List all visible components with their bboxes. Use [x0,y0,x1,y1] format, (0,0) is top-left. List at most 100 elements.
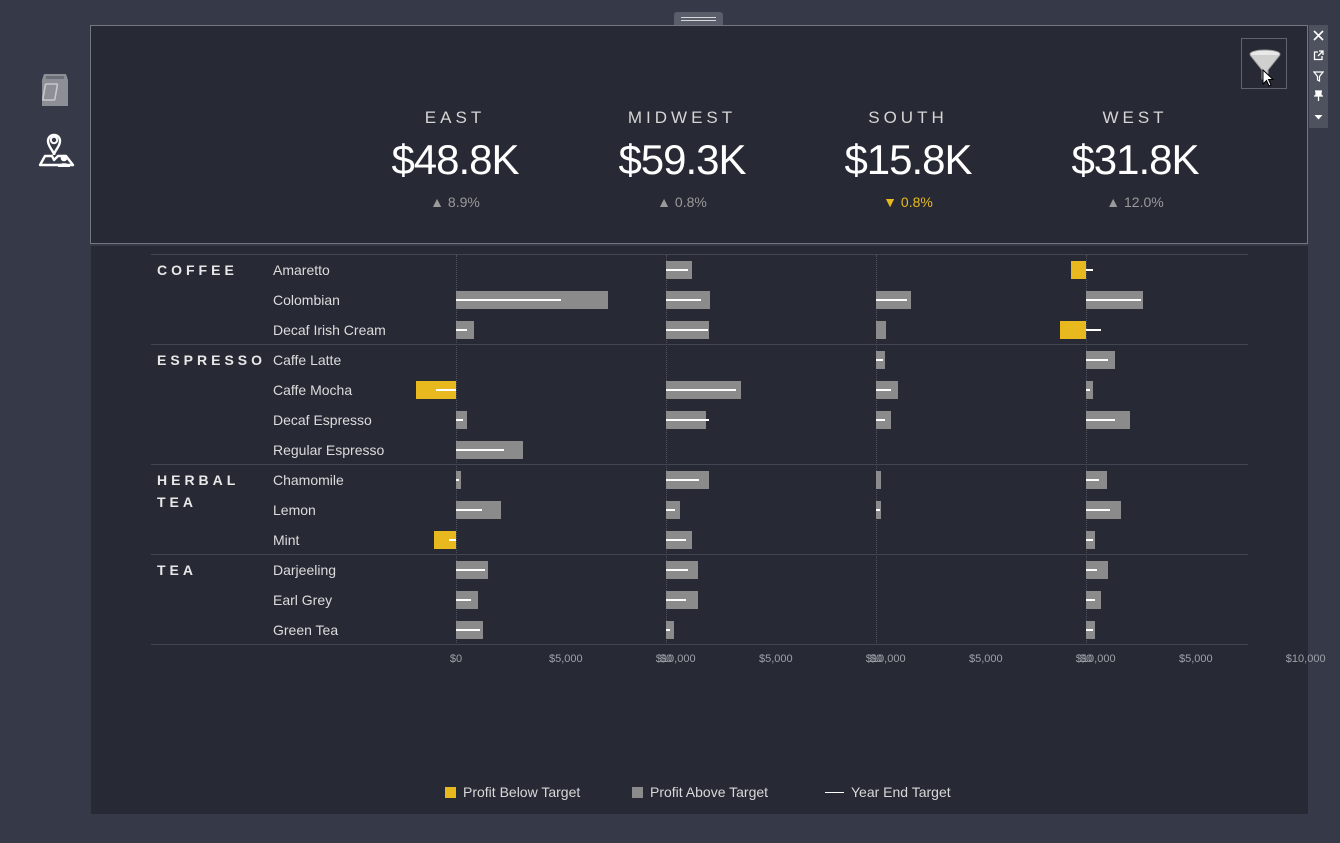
axis-tick-label: $10,000 [1285,653,1326,665]
target-line [449,539,456,541]
kpi-delta: ▲ 8.9% [355,194,555,210]
product-label: Amaretto [273,262,330,278]
target-line [666,569,688,571]
axis-tick-label: $5,000 [549,653,583,665]
target-line [1086,629,1093,631]
target-line [1086,509,1111,511]
zero-axis-line [876,255,877,645]
kpi-region: WEST [1102,108,1168,127]
target-line [456,569,485,571]
legend-item[interactable]: Year End Target [825,783,951,801]
target-line [666,509,675,511]
category-label-line: ESPRESSO [157,352,267,368]
kpi-delta-value: 0.8% [900,194,933,210]
category-label-line: COFFEE [157,262,238,278]
target-line [1086,479,1100,481]
kpi-delta: ▲ 0.8% [582,194,782,210]
target-line [666,329,708,331]
target-line [456,479,460,481]
target-line [876,389,892,391]
target-line [1086,269,1093,271]
profit-bar[interactable] [1070,261,1086,279]
target-line [666,479,699,481]
product-label: Regular Espresso [273,442,385,458]
axis-tick-label: $5,000 [759,653,793,665]
dropdown-icon[interactable] [1309,107,1328,127]
kpi-region: MIDWEST [627,108,737,127]
profit-bar[interactable] [876,321,886,339]
filter-icon[interactable] [1309,66,1328,86]
category-label-line: TEA [157,494,197,510]
legend-item[interactable]: Profit Below Target [445,783,580,801]
target-line [456,629,481,631]
pin-icon[interactable] [1309,86,1328,106]
product-label: Colombian [273,292,340,308]
target-line [876,359,883,361]
target-line [456,509,483,511]
product-label: Lemon [273,502,316,518]
target-line [1086,419,1115,421]
target-line [1086,539,1093,541]
triangle-up-icon: ▲ [430,194,445,210]
dashboard-panel [91,246,1308,814]
category-label: TEA [157,559,197,581]
legend-label: Year End Target [851,784,951,800]
category-separator [151,254,1248,255]
profit-bar[interactable] [876,471,882,489]
category-label: HERBAL TEA [157,469,239,513]
legend-color-swatch [445,786,456,798]
product-label: Caffe Latte [273,352,342,368]
profit-bar[interactable] [1086,561,1108,579]
target-line [1086,359,1108,361]
axis-tick-label: $5,000 [969,653,1003,665]
map-user-icon[interactable] [36,125,76,167]
mouse-cursor-icon [1262,69,1275,87]
kpi-delta-value: 8.9% [447,194,480,210]
target-line [456,449,505,451]
target-line [666,389,737,391]
axis-tick-label: $0 [659,653,673,665]
category-label-line: TEA [157,562,197,578]
panel-drag-handle[interactable] [674,12,723,25]
kpi-delta-value: 0.8% [674,194,707,210]
target-line [1086,569,1097,571]
product-label: Decaf Espresso [273,412,372,428]
target-line [1086,389,1091,391]
profit-bar[interactable] [434,531,456,549]
target-line [456,599,472,601]
product-label: Mint [273,532,300,548]
target-line [666,599,686,601]
category-separator [151,644,1248,645]
kpi-region: EAST [424,108,486,127]
kpi-value: $31.8K [1071,136,1199,183]
category-label: ESPRESSO [157,349,266,371]
target-line [436,389,456,391]
zero-axis-line [666,255,667,645]
target-line [666,629,671,631]
legend-item[interactable]: Profit Above Target [632,783,768,801]
axis-tick-label: $10,000 [1075,653,1116,665]
axis-tick-label: $10,000 [655,653,696,665]
target-line [456,329,467,331]
kpi-value: $48.8K [391,136,519,183]
coffee-bag-icon[interactable] [36,70,76,110]
axis-tick-label: $0 [449,653,463,665]
profit-bar[interactable] [1059,321,1086,339]
target-line [876,299,907,301]
kpi-panel[interactable]: EAST $48.8K ▲ 8.9% MIDWEST $59.3K ▲ 0.8%… [90,25,1308,244]
axis-tick-label: $0 [869,653,883,665]
triangle-down-icon: ▼ [883,194,898,210]
target-line [1086,329,1102,331]
legend-line-swatch [825,791,844,793]
product-label: Chamomile [273,472,344,488]
pop-out-icon[interactable] [1309,45,1328,65]
close-icon[interactable] [1309,25,1328,45]
target-line [876,419,885,421]
legend-label: Profit Above Target [650,784,769,800]
product-label: Decaf Irish Cream [273,322,386,338]
category-label-line: HERBAL [157,472,240,488]
target-line [456,299,562,301]
legend-color-swatch [632,786,643,798]
triangle-up-icon: ▲ [657,194,672,210]
target-line [876,509,881,511]
